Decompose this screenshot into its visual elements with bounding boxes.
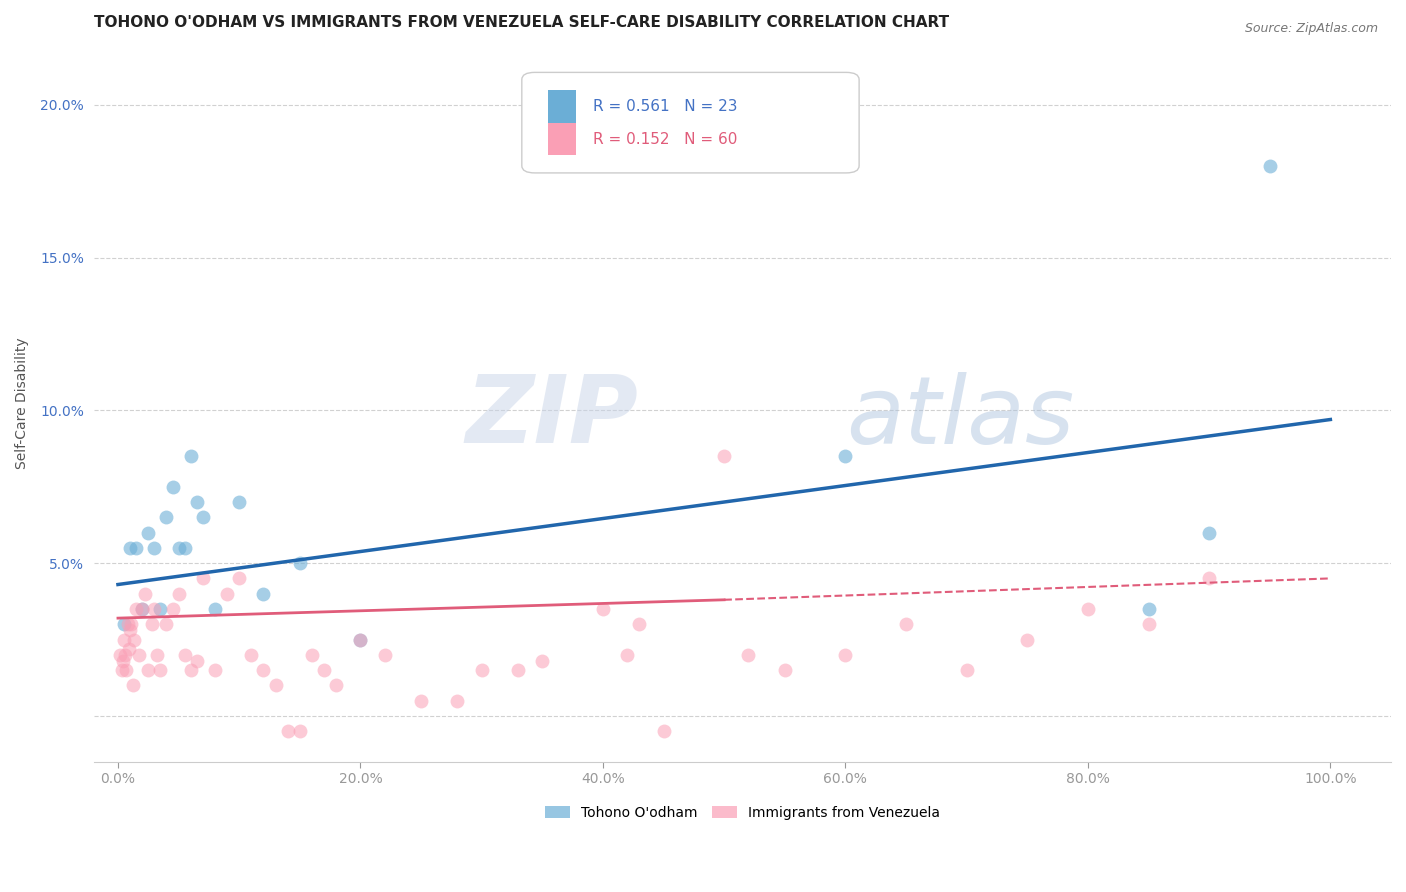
- Point: [240, 648, 263, 662]
- Point: [204, 663, 226, 677]
- Point: [167, 541, 190, 555]
- Point: [349, 632, 371, 647]
- Point: [277, 724, 299, 739]
- Point: [186, 495, 208, 509]
- Point: [956, 663, 979, 677]
- Point: [1198, 525, 1220, 540]
- Point: [628, 617, 651, 632]
- Point: [325, 678, 347, 692]
- Point: [115, 663, 138, 677]
- Point: [155, 617, 177, 632]
- Point: [143, 602, 166, 616]
- Point: [180, 663, 202, 677]
- Point: [288, 724, 311, 739]
- Point: [118, 641, 141, 656]
- Point: [592, 602, 614, 616]
- Point: [894, 617, 917, 632]
- Point: [112, 617, 135, 632]
- Point: [1017, 632, 1039, 647]
- Point: [143, 541, 166, 555]
- Point: [191, 510, 214, 524]
- Point: [1258, 159, 1281, 173]
- Point: [120, 624, 142, 638]
- Point: [713, 449, 735, 463]
- Point: [652, 724, 675, 739]
- Point: [301, 648, 323, 662]
- Point: [145, 648, 167, 662]
- Point: [228, 571, 250, 585]
- Point: [167, 587, 190, 601]
- Point: [186, 654, 208, 668]
- Point: [446, 693, 468, 707]
- Point: [122, 632, 145, 647]
- Text: Source: ZipAtlas.com: Source: ZipAtlas.com: [1244, 22, 1378, 36]
- Point: [114, 648, 136, 662]
- Point: [1077, 602, 1099, 616]
- Point: [155, 510, 177, 524]
- Point: [131, 602, 153, 616]
- Text: TOHONO O'ODHAM VS IMMIGRANTS FROM VENEZUELA SELF-CARE DISABILITY CORRELATION CHA: TOHONO O'ODHAM VS IMMIGRANTS FROM VENEZU…: [94, 15, 949, 30]
- Legend: Tohono O'odham, Immigrants from Venezuela: Tohono O'odham, Immigrants from Venezuel…: [538, 798, 946, 827]
- Point: [252, 587, 274, 601]
- Point: [136, 525, 159, 540]
- Point: [125, 541, 148, 555]
- Bar: [548, 123, 576, 155]
- Point: [141, 617, 163, 632]
- Point: [131, 602, 153, 616]
- Point: [134, 587, 156, 601]
- Point: [834, 648, 856, 662]
- Point: [162, 602, 184, 616]
- Point: [471, 663, 494, 677]
- Point: [110, 648, 132, 662]
- Text: R = 0.152   N = 60: R = 0.152 N = 60: [593, 132, 738, 146]
- Point: [773, 663, 796, 677]
- Point: [112, 632, 135, 647]
- Point: [121, 678, 143, 692]
- Point: [374, 648, 396, 662]
- Point: [149, 602, 172, 616]
- Y-axis label: Self-Care Disability: Self-Care Disability: [15, 337, 30, 468]
- Point: [128, 648, 150, 662]
- Point: [173, 541, 195, 555]
- Text: ZIP: ZIP: [465, 371, 638, 463]
- Point: [531, 654, 554, 668]
- Point: [136, 663, 159, 677]
- Point: [173, 648, 195, 662]
- Point: [616, 648, 638, 662]
- Text: atlas: atlas: [846, 372, 1074, 463]
- Point: [117, 617, 139, 632]
- Point: [217, 587, 239, 601]
- Point: [191, 571, 214, 585]
- Point: [409, 693, 432, 707]
- FancyBboxPatch shape: [522, 72, 859, 173]
- Point: [111, 654, 134, 668]
- Point: [312, 663, 335, 677]
- Point: [204, 602, 226, 616]
- Point: [125, 602, 148, 616]
- Point: [120, 617, 142, 632]
- Point: [1137, 617, 1160, 632]
- Point: [252, 663, 274, 677]
- Point: [1198, 571, 1220, 585]
- Point: [737, 648, 759, 662]
- Text: R = 0.561   N = 23: R = 0.561 N = 23: [593, 99, 738, 113]
- Point: [288, 556, 311, 570]
- Point: [506, 663, 529, 677]
- Point: [162, 480, 184, 494]
- Bar: [548, 90, 576, 123]
- Point: [264, 678, 287, 692]
- Point: [349, 632, 371, 647]
- Point: [149, 663, 172, 677]
- Point: [228, 495, 250, 509]
- Point: [120, 541, 142, 555]
- Point: [180, 449, 202, 463]
- Point: [1137, 602, 1160, 616]
- Point: [110, 663, 132, 677]
- Point: [834, 449, 856, 463]
